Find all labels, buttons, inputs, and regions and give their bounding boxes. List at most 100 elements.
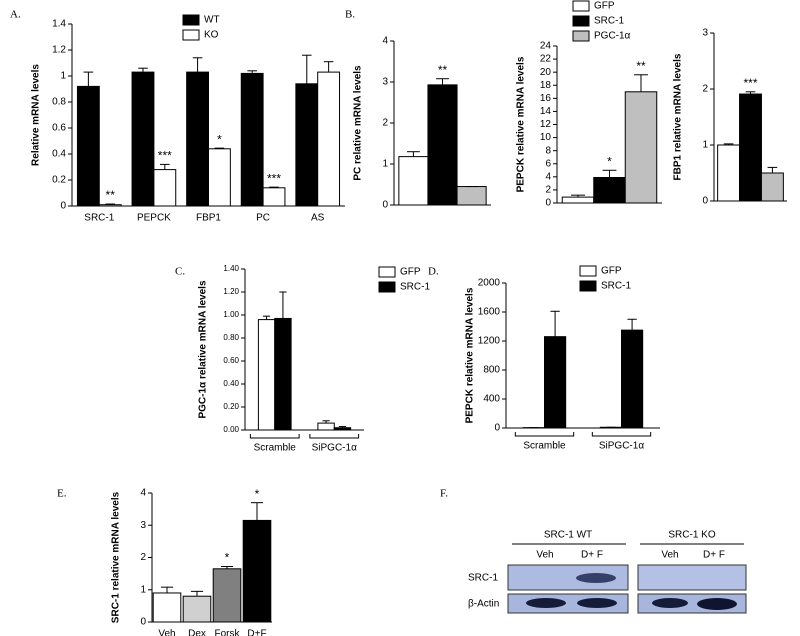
lane-label: Veh xyxy=(661,550,678,561)
category-bracket xyxy=(514,432,575,437)
significance: * xyxy=(607,154,612,168)
bar xyxy=(262,187,286,207)
x-tick-label: SRC-1 xyxy=(84,213,114,224)
y-axis-label: SRC-1 relative mRNA levels xyxy=(111,491,122,623)
significance: ** xyxy=(438,63,448,77)
row-label: β-Actin xyxy=(468,599,499,610)
y-tick-label: 0.4 xyxy=(52,149,66,160)
panel-label: A. xyxy=(10,9,21,21)
y-tick-label: 4 xyxy=(382,36,388,47)
bar xyxy=(593,176,626,204)
x-tick-label: AS xyxy=(311,213,325,224)
y-tick-label: 10 xyxy=(540,132,552,143)
x-tick-label: Scramble xyxy=(254,443,297,454)
bar xyxy=(208,148,231,207)
x-tick-label: D+F xyxy=(247,629,266,636)
y-axis-label: Relative mRNA levels xyxy=(31,64,42,166)
legend-label: SRC-1 xyxy=(594,16,624,27)
bar xyxy=(621,329,644,429)
bar xyxy=(152,592,182,623)
bar xyxy=(317,71,341,207)
x-tick-label: Forsk xyxy=(215,629,241,636)
x-tick-label: Dex xyxy=(188,629,206,636)
y-tick-label: 1.40 xyxy=(223,264,239,273)
x-tick-label: PEPCK xyxy=(137,213,171,224)
bar xyxy=(257,319,276,431)
y-tick-label: 0 xyxy=(545,198,551,209)
y-tick-label: 1 xyxy=(140,584,146,595)
chart: 0.00 0.20 0.40 0.60 0.80 1.00 1.20 1.40 PGC-1α r… xyxy=(175,264,430,454)
bar xyxy=(456,186,487,206)
x-tick-label: SiPGC-1α xyxy=(599,441,644,452)
bar xyxy=(240,72,264,207)
legend-swatch xyxy=(378,281,396,293)
panel-label: D. xyxy=(428,266,439,278)
blot-strip xyxy=(637,564,747,591)
bar xyxy=(544,336,567,429)
group-label: SRC-1 WT xyxy=(544,530,592,541)
legend-label: GFP xyxy=(601,266,622,277)
group-label: SRC-1 KO xyxy=(668,530,715,541)
category-bracket xyxy=(591,432,652,437)
blot-band xyxy=(697,598,737,610)
y-tick-label: 1.20 xyxy=(223,287,239,296)
legend-swatch xyxy=(378,266,396,278)
y-tick-label: 2 xyxy=(545,185,551,196)
bar xyxy=(333,427,352,431)
y-tick-label: 0.00 xyxy=(223,425,239,434)
x-tick-label: SiPGC-1α xyxy=(312,443,357,454)
lane-label: D+ F xyxy=(581,550,603,561)
bar xyxy=(760,172,784,202)
y-tick-label: 0 xyxy=(702,196,708,207)
bar xyxy=(561,196,595,204)
y-tick-label: 1 xyxy=(60,71,66,82)
bar xyxy=(76,85,100,207)
bar xyxy=(186,71,210,207)
legend-swatch xyxy=(579,280,597,292)
bar xyxy=(274,317,292,431)
bar xyxy=(317,422,335,431)
y-tick-label: 800 xyxy=(483,365,500,376)
y-tick-label: 0.20 xyxy=(223,402,239,411)
panel-label: F. xyxy=(440,488,448,500)
y-tick-label: 3 xyxy=(140,520,146,531)
legend-label: GFP xyxy=(400,267,421,278)
y-tick-label: 1.00 xyxy=(223,310,239,319)
y-tick-label: 1.4 xyxy=(52,19,66,30)
y-tick-label: 1600 xyxy=(478,307,501,318)
y-tick-label: 2 xyxy=(382,118,388,129)
legend-swatch xyxy=(572,30,590,42)
legend-label: PGC-1α xyxy=(594,31,631,42)
y-tick-label: 0.80 xyxy=(223,333,239,342)
significance: *** xyxy=(267,171,281,185)
y-tick-label: 0.2 xyxy=(52,175,66,186)
bar xyxy=(131,71,155,207)
x-tick-label: FBP1 xyxy=(196,213,221,224)
y-tick-label: 4 xyxy=(545,171,551,182)
significance: ** xyxy=(106,188,116,202)
y-tick-label: 0 xyxy=(140,617,146,628)
bar xyxy=(739,93,762,202)
x-tick-label: Veh xyxy=(158,629,175,636)
significance: *** xyxy=(158,149,172,163)
y-tick-label: 0 xyxy=(60,201,66,212)
y-tick-label: 1 xyxy=(382,159,388,170)
chart: 0 1 2 3 FBP1 relative mRNA levels *** xyxy=(673,28,787,207)
legend-swatch xyxy=(572,15,590,27)
legend-label: SRC-1 xyxy=(601,281,631,292)
legend-label: WT xyxy=(204,15,220,26)
lane-label: Veh xyxy=(536,550,553,561)
legend-swatch xyxy=(182,29,200,41)
category-bracket xyxy=(309,434,360,439)
bar xyxy=(624,91,658,204)
y-tick-label: 0.8 xyxy=(52,97,66,108)
y-tick-label: 2 xyxy=(702,84,708,95)
panel-label: B. xyxy=(345,9,355,21)
legend-swatch xyxy=(579,265,597,277)
y-tick-label: 0 xyxy=(382,200,388,211)
y-tick-label: 18 xyxy=(540,80,552,91)
chart: 0 1 2 3 4 SRC-1 relative mRNA levels E. Veh Dex *… xyxy=(57,487,272,636)
row-label: SRC-1 xyxy=(468,573,498,584)
y-tick-label: 0.40 xyxy=(223,379,239,388)
